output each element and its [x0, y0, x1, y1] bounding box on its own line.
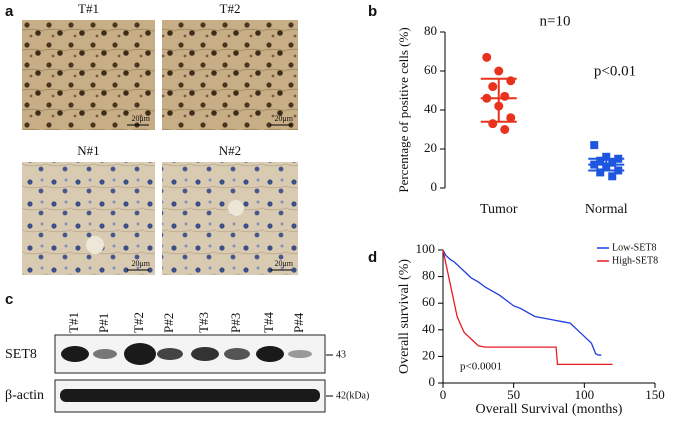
point: [596, 156, 605, 165]
image-title: T#2: [220, 1, 241, 16]
y-tick-label: 0: [429, 374, 436, 389]
point: [494, 66, 504, 76]
size-label: 42(kDa): [336, 390, 369, 401]
row-label: SET8: [5, 347, 37, 362]
panel-label: d: [368, 249, 377, 266]
lane-label: P#2: [161, 313, 176, 333]
scale-label: 20μm: [274, 259, 293, 268]
lane-label: T#3: [196, 312, 211, 333]
lane-label: T#4: [261, 312, 276, 333]
x-tick-label: 0: [440, 387, 447, 402]
annotation: n=10: [540, 13, 571, 29]
point: [500, 91, 510, 101]
y-tick-label: 60: [424, 62, 437, 77]
scale-label: 20μm: [131, 114, 150, 123]
panel-a: [22, 20, 298, 275]
legend-label: High-SET8: [612, 255, 658, 266]
vacuole: [228, 200, 244, 216]
y-tick-label: 80: [424, 23, 437, 38]
legend-label: Low-SET8: [612, 242, 656, 253]
x-tick-label: Tumor: [480, 202, 518, 217]
y-tick-label: 100: [416, 241, 436, 256]
vacuole: [86, 236, 104, 254]
annotation: p<0.0001: [460, 361, 502, 373]
point: [488, 82, 498, 92]
row-label: β-actin: [5, 388, 44, 403]
lane-label: T#1: [66, 312, 81, 333]
lane-label: P#1: [96, 313, 111, 333]
panel-label: c: [5, 291, 13, 308]
x-axis-label: Overall Survival (months): [476, 402, 623, 417]
annotation: p<0.01: [594, 63, 636, 79]
survival-line: [442, 249, 613, 366]
image-title: N#1: [77, 143, 99, 158]
x-tick-label: 100: [575, 387, 595, 402]
y-tick-label: 0: [431, 179, 438, 194]
micrograph: [162, 162, 298, 275]
point: [506, 76, 516, 86]
micrograph: [162, 20, 298, 130]
size-label: 43: [336, 349, 346, 360]
x-tick-label: Normal: [585, 202, 628, 217]
lane-label: P#3: [228, 313, 243, 333]
x-tick-label: 150: [645, 387, 665, 402]
point: [488, 119, 498, 129]
y-tick-label: 40: [424, 101, 437, 116]
micrograph: [22, 162, 155, 275]
y-tick-label: 40: [422, 321, 435, 336]
panel-c: [54, 334, 326, 413]
y-tick-label: 20: [424, 140, 437, 155]
y-axis-label: Percentage of positive cells (%): [396, 27, 411, 192]
point: [590, 141, 599, 150]
panel-label: b: [368, 3, 377, 20]
y-tick-label: 60: [422, 294, 435, 309]
lane-label: P#4: [291, 312, 306, 333]
point: [506, 113, 516, 123]
y-tick-label: 80: [422, 268, 435, 283]
scale-label: 20μm: [274, 114, 293, 123]
image-title: N#2: [219, 143, 241, 158]
survival-line: [442, 249, 602, 356]
point: [608, 172, 617, 181]
x-tick-label: 50: [507, 387, 520, 402]
y-axis-label: Overall survival (%): [397, 259, 412, 374]
point: [602, 152, 611, 161]
micrograph: [22, 20, 155, 130]
y-tick-label: 20: [422, 347, 435, 362]
point: [500, 125, 510, 134]
lane-label: T#2: [131, 312, 146, 333]
point: [608, 158, 617, 167]
point: [482, 52, 492, 62]
scale-label: 20μm: [131, 259, 150, 268]
image-title: T#1: [78, 1, 99, 16]
panel-label: a: [5, 3, 14, 20]
point: [596, 168, 605, 177]
